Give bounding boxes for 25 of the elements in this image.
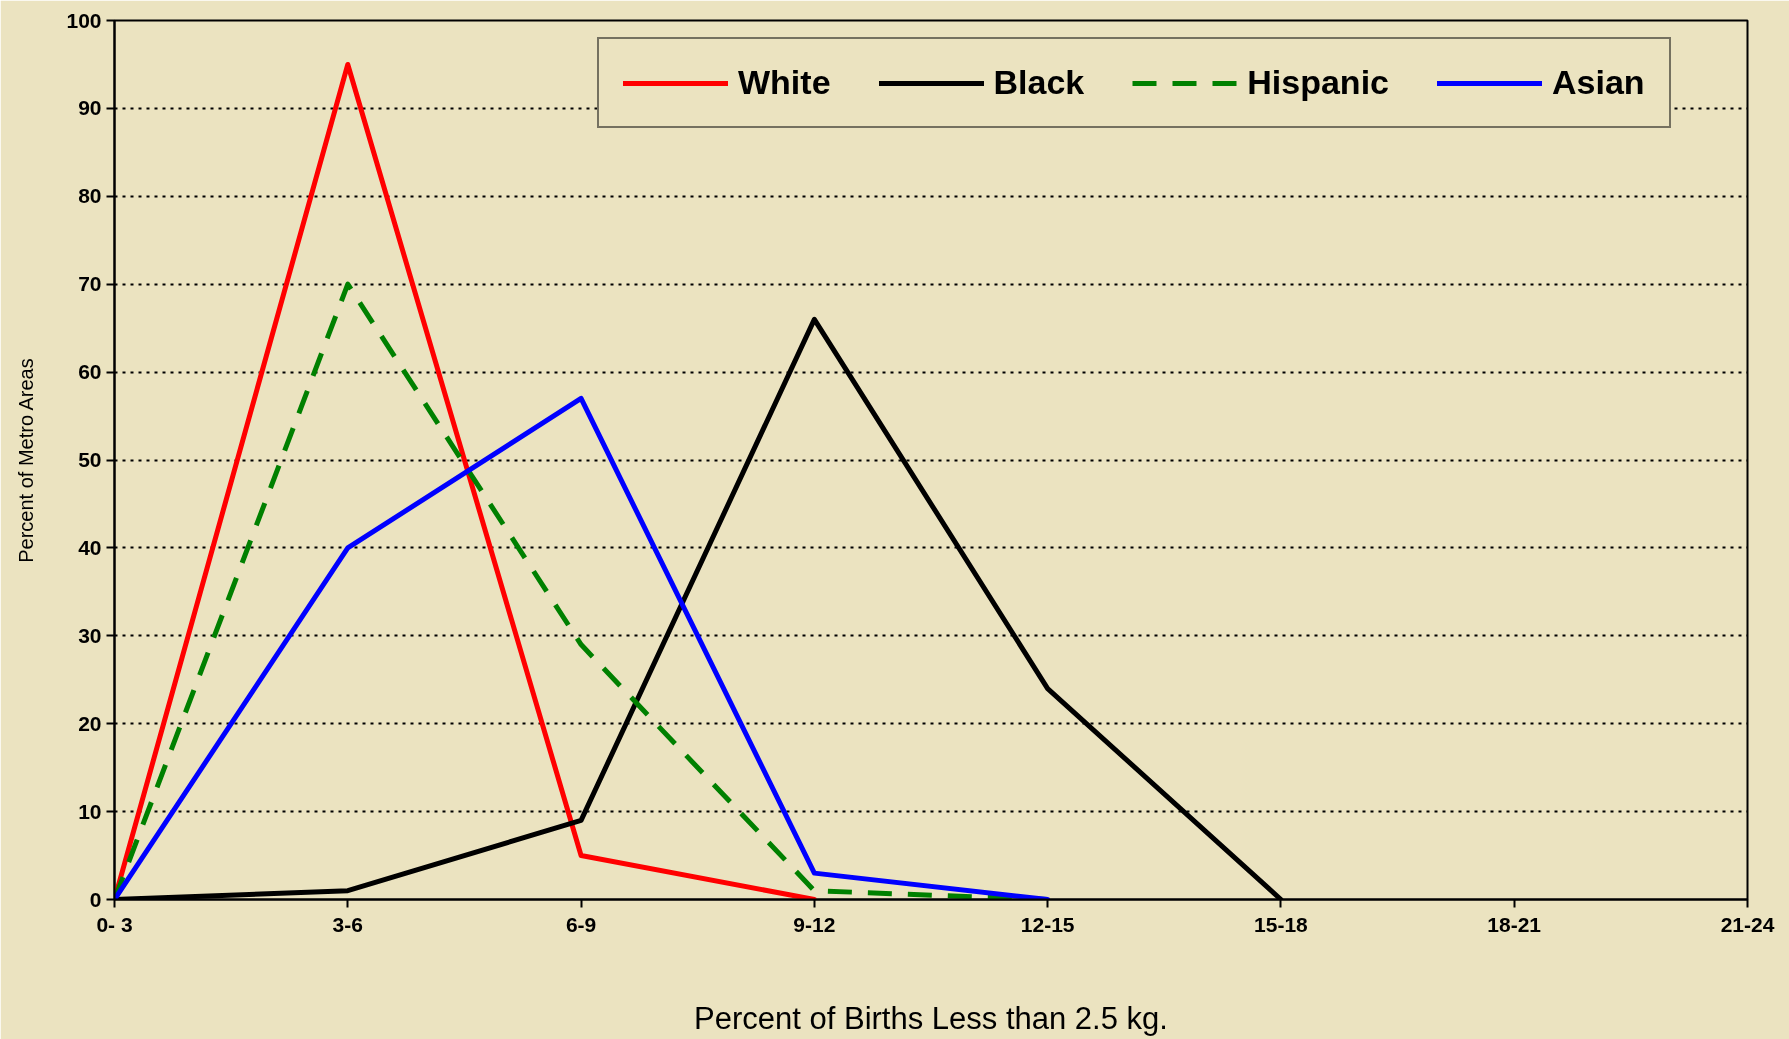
x-tick-label: 12-15 [1020, 912, 1075, 936]
x-tick-label: 6-9 [565, 912, 597, 936]
x-tick-label: 3-6 [332, 912, 363, 936]
legend-label: Asian [1552, 63, 1645, 102]
y-tick-label: 80 [78, 184, 102, 208]
y-tick-label: 70 [78, 272, 102, 296]
x-tick-label: 0- 3 [96, 912, 133, 936]
x-tick-label: 21-24 [1720, 912, 1775, 936]
y-tick-label: 40 [78, 535, 102, 559]
y-axis-title: Percent of Metro Areas [15, 358, 38, 563]
y-tick-label: 100 [66, 8, 102, 32]
y-tick-label: 60 [78, 360, 102, 384]
y-tick-label: 50 [78, 448, 102, 471]
y-tick-label: 20 [78, 711, 102, 735]
y-tick-label: 10 [78, 799, 102, 823]
y-tick-label: 0 [89, 887, 102, 911]
legend-label: Hispanic [1247, 63, 1389, 102]
x-tick-label: 9-12 [793, 912, 836, 936]
legend-label: White [738, 63, 831, 102]
y-tick-label: 30 [78, 623, 102, 647]
x-axis-title: Percent of Births Less than 2.5 kg. [694, 1000, 1168, 1036]
y-tick-label: 90 [78, 96, 102, 120]
x-tick-label: 15-18 [1254, 912, 1309, 936]
legend-label: Black [993, 63, 1085, 102]
x-tick-label: 18-21 [1487, 912, 1542, 936]
